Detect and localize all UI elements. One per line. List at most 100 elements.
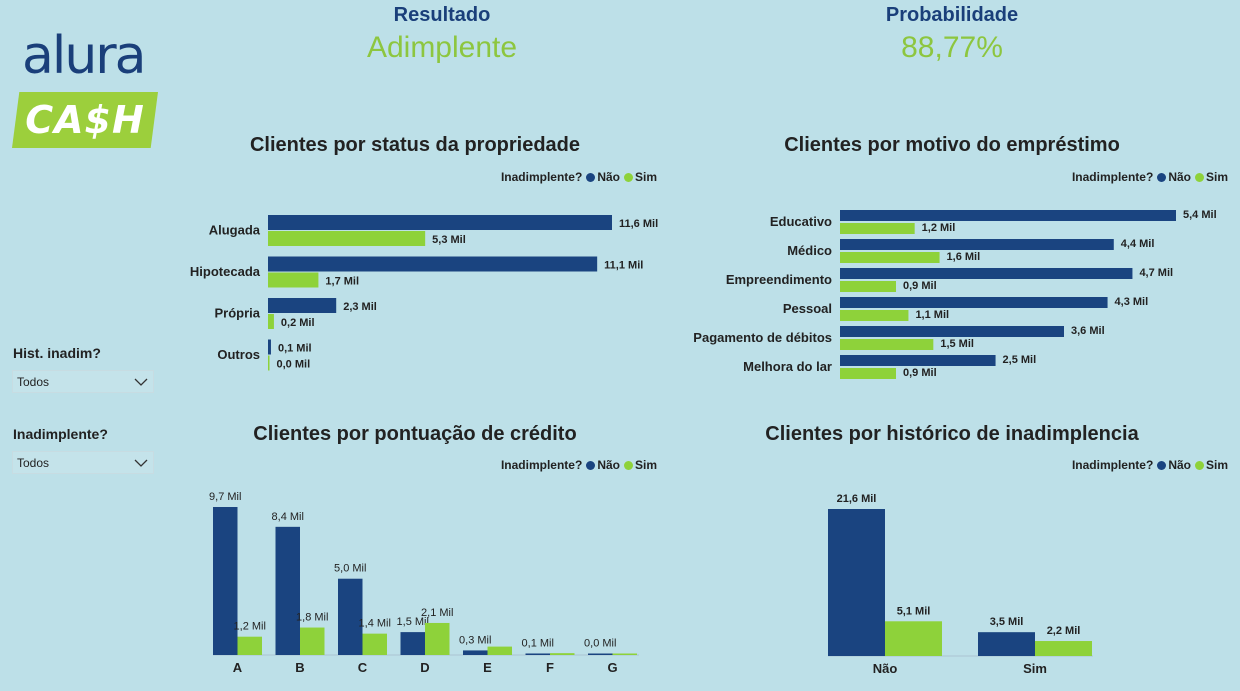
bar-nao-medico[interactable] [840, 239, 1114, 250]
bar-sim-melhora-do-lar[interactable] [840, 368, 896, 379]
chevron-down-icon [134, 378, 148, 386]
legend-item-nao[interactable]: Não [597, 170, 620, 184]
legend-dot-nao-icon [586, 173, 596, 182]
bar-nao-hipotecada[interactable] [268, 256, 598, 272]
bar-sim-nao[interactable] [885, 621, 942, 656]
category-label-hipotecada: Hipotecada [190, 264, 261, 279]
chart-title-historico: Clientes por histórico de inadimplencia [765, 423, 1139, 445]
bar-nao-a[interactable] [213, 507, 238, 655]
bar-sim-alugada[interactable] [268, 231, 426, 246]
bar-nao-f[interactable] [525, 653, 551, 655]
data-label-nao-b: 8,4 Mil [272, 511, 304, 523]
data-label-nao-d: 1,5 Mil [397, 616, 429, 628]
data-label-nao-medico: 4,4 Mil [1121, 238, 1155, 250]
legend-motivo: Inadimplente? Não Sim [1072, 170, 1228, 184]
bar-nao-b[interactable] [275, 526, 301, 655]
chart-title-pontuacao: Clientes por pontuação de crédito [253, 423, 577, 445]
bar-nao-g[interactable] [588, 653, 613, 656]
chevron-down-icon [134, 459, 148, 467]
bar-sim-g[interactable] [612, 653, 638, 656]
category-label-nao: Não [873, 661, 898, 676]
slicer-inadimplente-value: Todos [17, 456, 50, 470]
bar-sim-empreendimento[interactable] [840, 281, 896, 292]
bar-sim-d[interactable] [425, 622, 450, 655]
category-label-f: F [546, 660, 554, 675]
legend-propriedade: Inadimplente? Não Sim [501, 170, 657, 184]
data-label-nao-empreendimento: 4,7 Mil [1139, 267, 1173, 279]
category-label-g: G [607, 660, 617, 675]
bar-nao-alugada[interactable] [268, 215, 612, 230]
legend-dot-sim-icon [1194, 173, 1204, 182]
chart-title-propriedade: Clientes por status da propriedade [249, 134, 581, 156]
legend-dot-nao-icon [1157, 173, 1167, 182]
kpi-resultado-value: Adimplente [366, 31, 518, 64]
data-label-nao-sim: 3,5 Mil [990, 616, 1024, 628]
data-label-sim-alugada: 5,3 Mil [432, 234, 466, 246]
data-label-nao-propria: 2,3 Mil [343, 301, 377, 313]
bar-nao-e[interactable] [463, 650, 488, 655]
bar-nao-nao[interactable] [828, 509, 885, 656]
legend-dot-sim-icon [1194, 461, 1204, 470]
bar-nao-pessoal[interactable] [840, 297, 1108, 308]
category-label-medico: Médico [787, 243, 832, 258]
chart-historico[interactable]: 21,6 Mil 5,1 Mil Não 3,5 Mil 2,2 Mil Sim [800, 480, 1130, 680]
bar-sim-propria[interactable] [268, 314, 274, 329]
bar-nao-outros[interactable] [268, 339, 271, 355]
legend-item-nao[interactable]: Não [1168, 170, 1191, 184]
chart-pontuacao[interactable]: 9,7 Mil 1,2 Mil A 8,4 Mil 1,8 Mil B 5,0 Mil 1,4… [195, 480, 655, 680]
bar-nao-sim[interactable] [978, 632, 1035, 656]
slicer-hist-inadim-dropdown[interactable]: Todos [12, 370, 154, 393]
bar-sim-sim[interactable] [1035, 641, 1092, 656]
bar-sim-f[interactable] [550, 653, 575, 655]
legend-item-sim[interactable]: Sim [1205, 458, 1228, 472]
data-label-nao-alugada: 11,6 Mil [619, 218, 658, 230]
legend-historico: Inadimplente? Não Sim [1072, 458, 1228, 472]
data-label-sim-sim: 2,2 Mil [1047, 625, 1081, 637]
chart-propriedade[interactable]: Alugada 11,6 Mil 5,3 Mil Hipotecada 11,1 Mil… [180, 200, 680, 380]
bar-nao-empreendimento[interactable] [840, 268, 1133, 279]
bar-sim-hipotecada[interactable] [268, 272, 319, 288]
data-label-sim-pessoal: 1,1 Mil [915, 309, 949, 321]
kpi-resultado: Resultado Adimplente [282, 4, 602, 65]
bar-sim-outros[interactable] [268, 355, 270, 371]
data-label-sim-pagamento-de-debitos: 1,5 Mil [940, 338, 974, 350]
bar-sim-medico[interactable] [840, 252, 940, 263]
category-label-pagamento-de-debitos: Pagamento de débitos [693, 330, 832, 345]
category-label-outros: Outros [217, 347, 260, 362]
category-label-melhora-do-lar: Melhora do lar [743, 359, 832, 374]
bar-sim-e[interactable] [487, 646, 513, 655]
chart-title-motivo: Clientes por motivo do empréstimo [784, 134, 1120, 156]
bar-sim-c[interactable] [362, 633, 388, 655]
data-label-nao-nao: 21,6 Mil [837, 493, 877, 505]
data-label-nao-hipotecada: 11,1 Mil [604, 260, 643, 272]
data-label-sim-nao: 5,1 Mil [897, 605, 931, 617]
data-label-nao-f: 0,1 Mil [522, 637, 554, 649]
legend-title: Inadimplente? [500, 458, 583, 472]
logo-cash-text: CA$H [25, 98, 145, 142]
data-label-nao-outros: 0,1 Mil [278, 343, 312, 355]
slicer-inadimplente-dropdown[interactable]: Todos [12, 451, 154, 474]
legend-item-sim[interactable]: Sim [634, 458, 657, 472]
bar-nao-propria[interactable] [268, 298, 337, 313]
category-label-empreendimento: Empreendimento [726, 272, 832, 287]
category-label-propria: Própria [214, 306, 260, 321]
bar-nao-educativo[interactable] [840, 210, 1176, 221]
bar-nao-d[interactable] [400, 632, 426, 655]
bar-nao-melhora-do-lar[interactable] [840, 355, 996, 366]
data-label-nao-pagamento-de-debitos: 3,6 Mil [1071, 325, 1105, 337]
bar-sim-b[interactable] [300, 627, 325, 655]
legend-item-nao[interactable]: Não [597, 458, 620, 472]
bar-sim-pessoal[interactable] [840, 310, 909, 321]
bar-nao-c[interactable] [338, 578, 363, 655]
legend-item-sim[interactable]: Sim [1205, 170, 1228, 184]
legend-item-nao[interactable]: Não [1168, 458, 1191, 472]
bar-sim-educativo[interactable] [840, 223, 915, 234]
legend-dot-sim-icon [623, 461, 633, 470]
legend-title: Inadimplente? [500, 170, 583, 184]
bar-sim-pagamento-de-debitos[interactable] [840, 339, 934, 350]
bar-sim-a[interactable] [237, 636, 263, 655]
category-label-d: D [420, 660, 429, 675]
bar-nao-pagamento-de-debitos[interactable] [840, 326, 1064, 337]
legend-item-sim[interactable]: Sim [634, 170, 657, 184]
chart-motivo[interactable]: Educativo 5,4 Mil 1,2 Mil Médico 4,4 Mil 1,6 … [690, 200, 1235, 385]
